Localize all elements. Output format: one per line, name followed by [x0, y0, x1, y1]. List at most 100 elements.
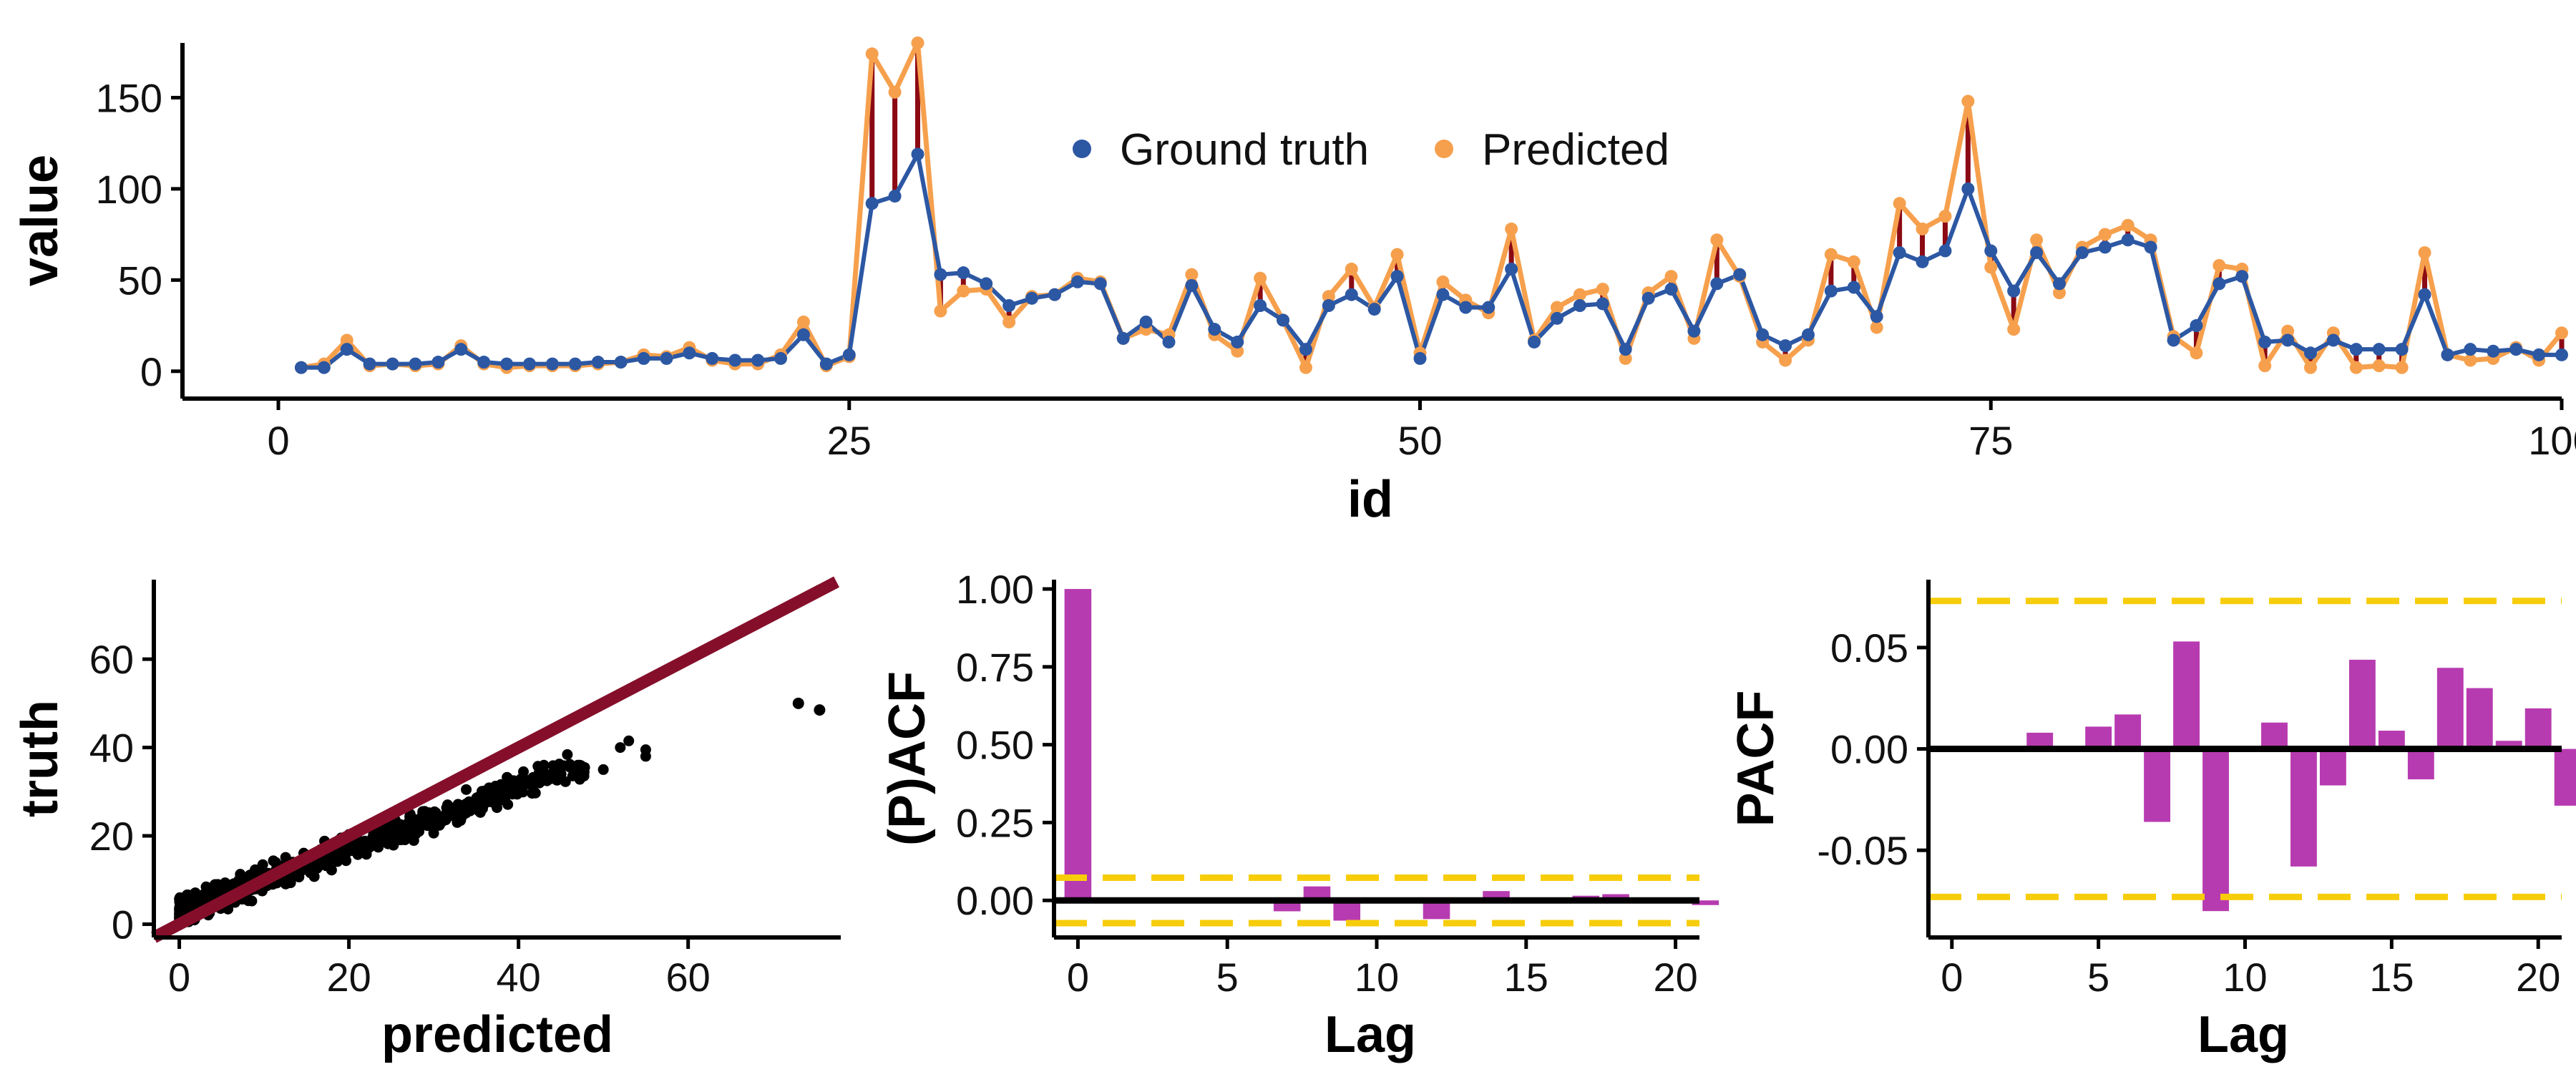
scatter-point	[280, 878, 291, 890]
scatter-point	[404, 828, 415, 839]
pacf-x-tick-label: 5	[2087, 955, 2109, 1000]
scatter-point	[341, 855, 352, 867]
scatter-x-tick-label: 60	[666, 955, 711, 1000]
predicted-point	[340, 333, 353, 347]
predicted-point	[1185, 268, 1199, 281]
predicted-point	[2098, 228, 2112, 241]
series-line-predicted	[301, 40, 2564, 371]
ground-truth-point	[2121, 233, 2135, 247]
pacf-y-tick-label: 0.05	[1830, 625, 1908, 671]
predicted-point	[2555, 326, 2568, 340]
pacf-bar	[2026, 732, 2054, 749]
scatter-x-tick-label: 0	[168, 955, 190, 1000]
acf-y-tick-label: 0.25	[956, 800, 1034, 845]
scatter-point	[383, 824, 394, 835]
scatter-point	[414, 814, 425, 826]
ground-truth-point	[934, 268, 947, 281]
pacf-bar	[2144, 749, 2171, 822]
ground-truth-point	[545, 357, 559, 371]
ground-truth-point	[1847, 281, 1860, 294]
ground-truth-point	[751, 354, 765, 367]
ground-truth-point	[2212, 277, 2226, 291]
ground-truth-point	[1345, 288, 1358, 301]
scatter-point	[308, 871, 320, 882]
scatter-point	[503, 786, 514, 797]
predicted-point	[1916, 222, 1929, 235]
ground-truth-point	[1070, 275, 1084, 288]
ground-truth-point	[1938, 244, 1952, 258]
predicted-point	[2349, 361, 2363, 374]
ground-truth-point	[2144, 240, 2157, 254]
predicted-point	[2281, 324, 2295, 338]
ground-truth-point	[614, 356, 628, 369]
ground-truth-point	[774, 351, 788, 365]
scatter-panel: 0 20 40 60 0 20 40 60 predicted truth	[11, 576, 841, 1063]
pacf-bar	[2114, 714, 2142, 749]
scatter-point	[527, 788, 538, 799]
ground-truth-point	[2303, 346, 2317, 360]
pacf-bar	[2319, 749, 2346, 786]
predicted-point	[957, 284, 970, 298]
pacf-x-tick-label: 15	[2369, 955, 2414, 1000]
acf-x-tick-label: 5	[1216, 955, 1239, 1000]
ground-truth-point	[1185, 278, 1199, 292]
predicted-point	[1002, 315, 1016, 328]
scatter-point	[342, 846, 353, 857]
ground-truth-point	[2509, 343, 2523, 356]
acf-y-tick-label: 0.75	[956, 645, 1034, 690]
ground-truth-point	[568, 357, 582, 371]
acf-y-tick-label: 0.50	[956, 723, 1034, 768]
ground-truth-point	[340, 343, 353, 356]
pacf-bar	[2261, 722, 2288, 749]
ground-truth-point	[2167, 333, 2180, 347]
acf-panel: 0 5 10 15 20 0.00 0.25 0.50 0.75 1.00 Lag (P)ACF	[879, 567, 1719, 1063]
scatter-point	[432, 812, 444, 823]
scatter-point	[640, 744, 651, 756]
ground-truth-point	[1002, 299, 1016, 313]
ground-truth-point	[1277, 313, 1290, 327]
scatter-point	[578, 770, 590, 781]
scatter-point	[421, 820, 433, 832]
ground-truth-point	[2349, 343, 2363, 356]
ground-truth-point	[1093, 277, 1107, 291]
scatter-point	[597, 764, 609, 775]
acf-x-axis-title: Lag	[1324, 1006, 1416, 1063]
ground-truth-point	[477, 356, 491, 369]
predicted-point	[2121, 218, 2135, 232]
ground-truth-point	[911, 147, 924, 161]
acf-x-tick-label: 15	[1504, 955, 1548, 1000]
pacf-x-tick-label: 0	[1941, 955, 1963, 1000]
ground-truth-point	[2190, 319, 2203, 333]
predicted-point	[2052, 286, 2066, 300]
scatter-point	[414, 826, 425, 837]
scatter-point	[444, 804, 455, 815]
ground-truth-point	[1870, 310, 1883, 323]
ground-truth-point	[1573, 299, 1586, 313]
ground-truth-point	[2030, 246, 2044, 260]
ground-truth-point	[728, 354, 742, 367]
scatter-y-tick-label: 0	[112, 902, 134, 947]
pacf-bar	[2495, 741, 2522, 749]
acf-plot-area	[1054, 589, 1719, 927]
ground-truth-point	[409, 357, 422, 371]
ground-truth-point	[1733, 268, 1747, 281]
ground-truth-point	[637, 351, 650, 365]
ground-truth-point	[2555, 348, 2568, 361]
pacf-bar	[2436, 668, 2464, 749]
ground-truth-point	[2326, 333, 2340, 347]
top-panel-plot-area	[294, 36, 2568, 374]
ground-truth-point	[2098, 240, 2112, 254]
top-x-tick-label: 25	[827, 418, 872, 463]
pacf-bar	[2524, 708, 2552, 749]
ground-truth-point	[1299, 343, 1312, 356]
ground-truth-point	[1619, 343, 1632, 356]
ground-truth-point	[454, 343, 468, 356]
predicted-point	[2303, 361, 2317, 374]
ground-truth-point	[2372, 343, 2386, 356]
predicted-point	[2418, 246, 2431, 260]
legend: Ground truth Predicted	[1073, 125, 1669, 175]
scatter-point	[615, 742, 626, 754]
scatter-y-tick-label: 20	[89, 814, 134, 859]
ground-truth-point	[2075, 246, 2089, 260]
pacf-x-axis-title: Lag	[2197, 1006, 2289, 1063]
